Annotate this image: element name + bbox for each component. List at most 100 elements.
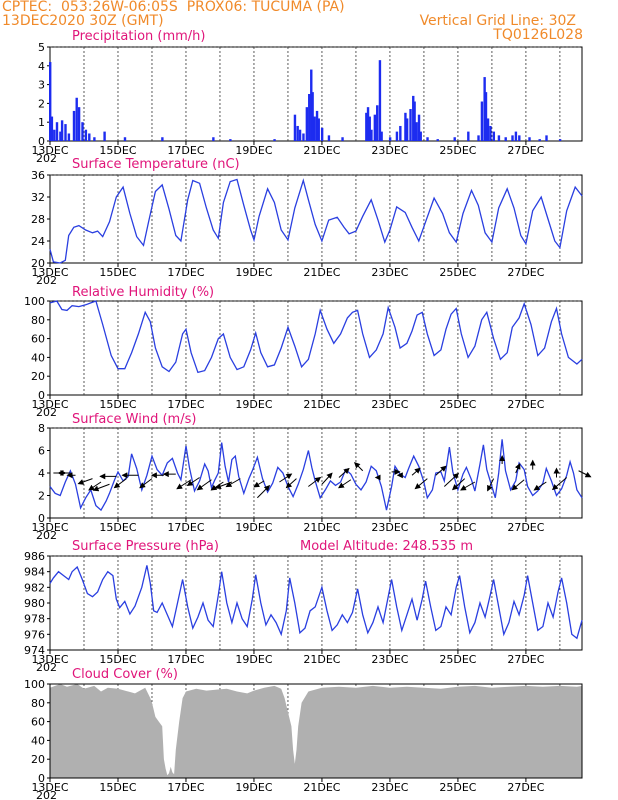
- precip-bar: [497, 135, 501, 141]
- x-tick-label: 27DEC: [507, 266, 544, 279]
- precip-bar: [229, 139, 232, 141]
- precip-bar: [60, 120, 64, 141]
- precip-bar: [310, 69, 313, 141]
- wind-vector: [578, 470, 592, 478]
- wind-vector: [257, 485, 271, 499]
- precip-bar: [404, 112, 407, 141]
- wind-vector: [139, 478, 153, 489]
- wind-vector: [285, 478, 297, 489]
- x-tick-label: 13DEC: [31, 266, 68, 279]
- panel-title: Relative Humidity (%): [72, 285, 214, 300]
- precip-bar: [55, 122, 59, 141]
- y-tick-label: 1: [38, 116, 45, 129]
- precip-bar: [378, 60, 382, 141]
- precip-bar: [67, 133, 71, 141]
- header-model-code: TQ0126L028: [493, 27, 583, 43]
- series-line-rh: [49, 300, 583, 374]
- wind-vector: [338, 467, 350, 478]
- x-tick-label: 15DEC: [99, 521, 136, 534]
- precip-bar: [366, 107, 370, 141]
- precip-bar: [84, 129, 88, 141]
- precip-bar: [212, 137, 215, 141]
- wind-vector: [551, 477, 568, 491]
- y-tick-label: 28: [31, 213, 45, 226]
- wind-vector: [338, 479, 352, 489]
- wind-vector: [435, 465, 447, 476]
- wind-vector: [253, 480, 265, 488]
- precip-bar: [511, 135, 514, 141]
- precip-bar: [311, 92, 314, 141]
- y-tick-label: 0: [38, 389, 45, 402]
- x-tick-label: 21DEC: [303, 266, 340, 279]
- precip-bar: [308, 94, 311, 141]
- precip-bar: [436, 139, 439, 141]
- x-tick-label: 23DEC: [371, 398, 408, 411]
- wind-vector: [113, 478, 127, 489]
- precip-bar: [380, 131, 383, 141]
- x-tick-label: 17DEC: [167, 653, 204, 666]
- panel-title: Surface Temperature (nC): [72, 157, 240, 172]
- precip-bar: [489, 125, 492, 141]
- precip-bar: [315, 110, 319, 141]
- x-tick-label: 17DEC: [167, 781, 204, 794]
- x-tick-label: 27DEC: [507, 398, 544, 411]
- precip-bar: [467, 131, 470, 141]
- precip-bar: [53, 129, 56, 141]
- x-tick-label: 13DEC: [31, 144, 68, 157]
- x-tick-label: 17DEC: [167, 398, 204, 411]
- x-tick-label: 15DEC: [99, 144, 136, 157]
- y-tick-label: 980: [24, 597, 45, 610]
- x-tick-label: 17DEC: [167, 266, 204, 279]
- y-tick-label: 986: [24, 550, 45, 563]
- precip-bar: [405, 118, 409, 141]
- y-tick-label: 8: [38, 422, 45, 435]
- x-year-label: 202: [36, 529, 57, 542]
- wind-vector: [321, 472, 333, 485]
- x-tick-label: 15DEC: [99, 266, 136, 279]
- wind-vector: [196, 479, 212, 491]
- wind-vector: [88, 481, 102, 491]
- precip-bar: [419, 131, 422, 141]
- precip-bar: [376, 105, 379, 141]
- precip-bar: [365, 112, 368, 141]
- y-tick-label: 0: [38, 135, 45, 148]
- panel-subtitle: Model Altitude: 248.535 m: [300, 539, 473, 554]
- y-tick-label: 100: [24, 678, 45, 691]
- precip-bar: [538, 139, 541, 141]
- y-tick-label: 40: [31, 734, 45, 747]
- precip-bar: [388, 137, 392, 141]
- wind-vector: [451, 478, 466, 491]
- y-tick-label: 80: [31, 314, 45, 327]
- x-tick-label: 23DEC: [371, 653, 408, 666]
- y-tick-label: 32: [31, 191, 45, 204]
- precip-bar: [302, 133, 305, 141]
- precip-bar: [518, 135, 521, 141]
- x-tick-label: 19DEC: [235, 266, 272, 279]
- precip-bar: [426, 137, 429, 141]
- header-run-time: 13DEC2020 30Z (GMT): [2, 13, 164, 29]
- precip-bar: [72, 110, 76, 141]
- precip-bar: [399, 125, 402, 141]
- precip-bar: [528, 137, 531, 141]
- x-tick-label: 23DEC: [371, 521, 408, 534]
- y-tick-label: 2: [38, 490, 45, 503]
- precip-bar: [81, 122, 84, 141]
- x-tick-label: 21DEC: [303, 144, 340, 157]
- panel-precip: [47, 46, 583, 145]
- precip-bar: [412, 95, 415, 141]
- precip-bar: [484, 92, 488, 141]
- precip-bar: [492, 131, 496, 141]
- x-tick-label: 13DEC: [31, 653, 68, 666]
- x-tick-label: 19DEC: [235, 781, 272, 794]
- precip-bar: [49, 62, 52, 141]
- precip-bar: [504, 137, 507, 141]
- x-tick-label: 23DEC: [371, 144, 408, 157]
- precip-bar: [395, 131, 399, 141]
- x-tick-label: 23DEC: [371, 781, 408, 794]
- y-tick-label: 976: [24, 628, 45, 641]
- x-tick-label: 15DEC: [99, 653, 136, 666]
- x-tick-label: 15DEC: [99, 398, 136, 411]
- y-tick-label: 2: [38, 97, 45, 110]
- x-tick-label: 13DEC: [31, 398, 68, 411]
